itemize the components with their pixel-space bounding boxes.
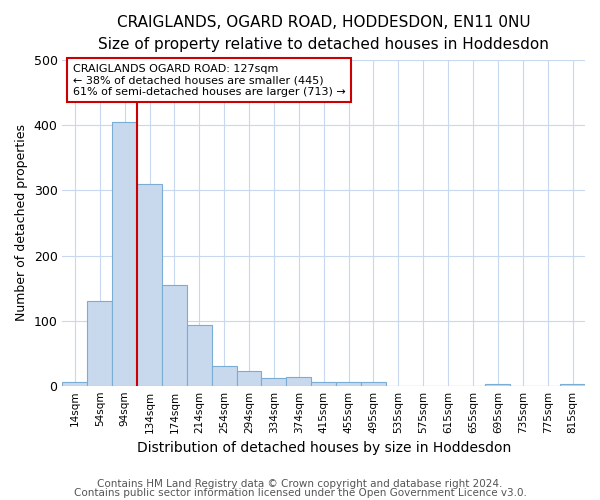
X-axis label: Distribution of detached houses by size in Hoddesdon: Distribution of detached houses by size … xyxy=(137,441,511,455)
Bar xyxy=(311,382,336,386)
Bar xyxy=(62,382,88,386)
Bar xyxy=(88,301,112,386)
Bar xyxy=(236,372,262,386)
Bar xyxy=(262,378,286,386)
Bar xyxy=(137,184,162,386)
Bar xyxy=(286,377,311,386)
Bar xyxy=(560,384,585,386)
Bar xyxy=(485,384,511,386)
Text: CRAIGLANDS OGARD ROAD: 127sqm
← 38% of detached houses are smaller (445)
61% of : CRAIGLANDS OGARD ROAD: 127sqm ← 38% of d… xyxy=(73,64,346,97)
Bar xyxy=(112,122,137,386)
Bar xyxy=(162,285,187,386)
Bar xyxy=(336,382,361,386)
Text: Contains HM Land Registry data © Crown copyright and database right 2024.: Contains HM Land Registry data © Crown c… xyxy=(97,479,503,489)
Bar xyxy=(212,366,236,386)
Title: CRAIGLANDS, OGARD ROAD, HODDESDON, EN11 0NU
Size of property relative to detache: CRAIGLANDS, OGARD ROAD, HODDESDON, EN11 … xyxy=(98,15,549,52)
Bar xyxy=(361,382,386,386)
Y-axis label: Number of detached properties: Number of detached properties xyxy=(15,124,28,322)
Bar xyxy=(187,325,212,386)
Text: Contains public sector information licensed under the Open Government Licence v3: Contains public sector information licen… xyxy=(74,488,526,498)
